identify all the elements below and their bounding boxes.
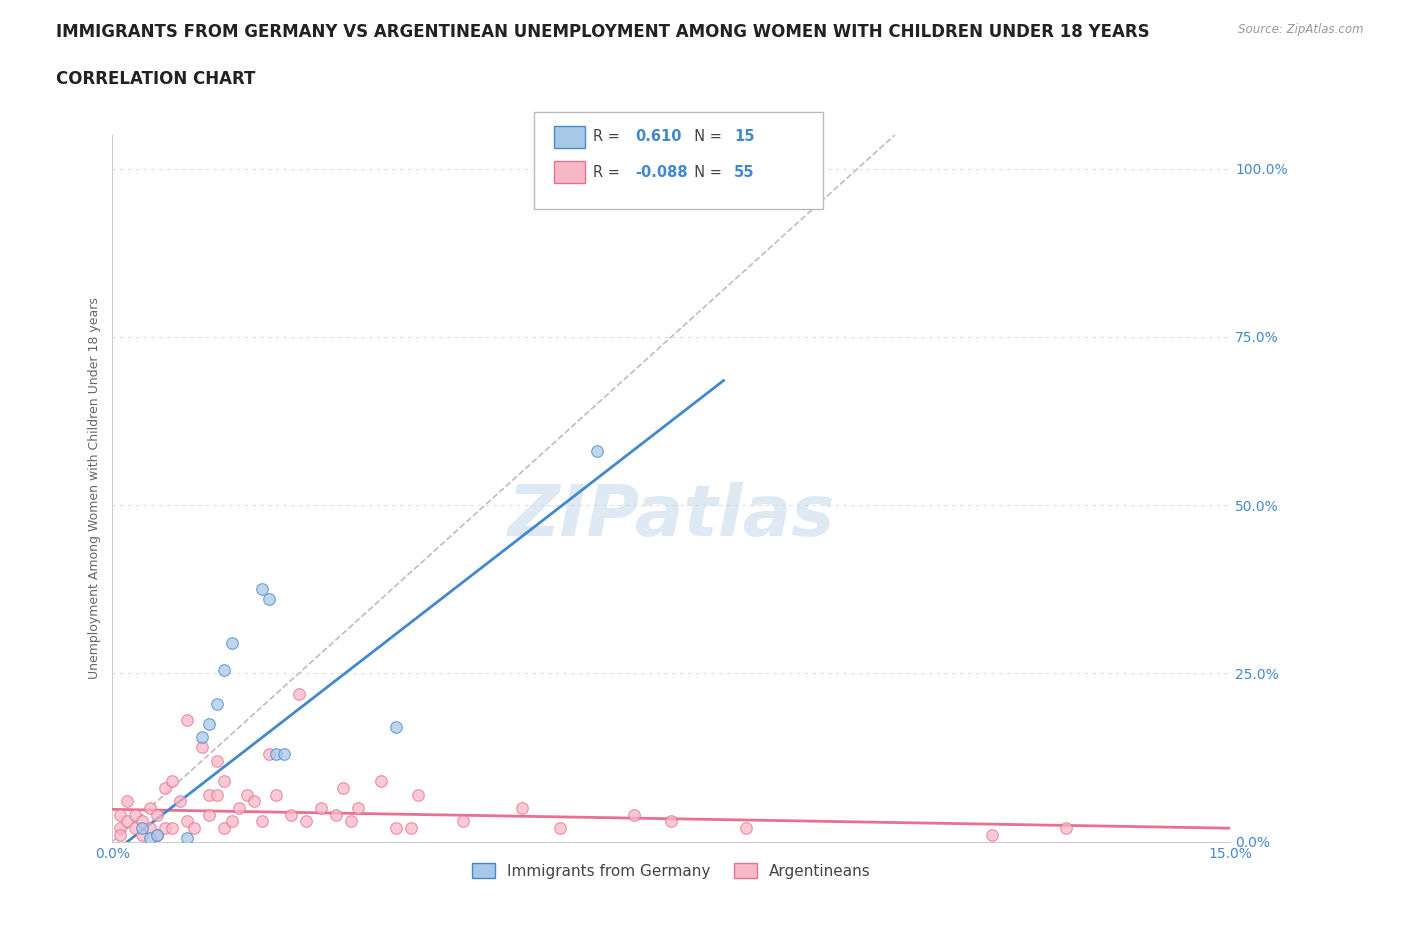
Point [288,686,311,701]
Point [280,807,302,822]
Point [153,780,176,795]
Text: R =: R = [593,129,624,144]
Point [205,753,228,768]
Text: 0.610: 0.610 [636,129,682,144]
Point [623,807,645,822]
Point [160,774,183,789]
Point [131,821,153,836]
Text: ZIPatlas: ZIPatlas [508,482,835,551]
Point [451,814,474,829]
Point [257,591,280,606]
Point [273,747,295,762]
Legend: Immigrants from Germany, Argentineans: Immigrants from Germany, Argentineans [467,857,876,885]
Text: 15: 15 [734,129,755,144]
Point [108,821,131,836]
Point [138,801,162,816]
Point [221,814,243,829]
Point [117,794,139,809]
Point [214,662,236,677]
Point [124,807,146,822]
Point [295,814,318,829]
Point [347,801,370,816]
Point [138,830,162,845]
Point [384,821,406,836]
Point [153,821,176,836]
Point [243,794,266,809]
Text: N =: N = [685,165,727,179]
Point [124,821,146,836]
Point [214,821,236,836]
Point [176,713,198,728]
Point [205,787,228,802]
Point [228,801,250,816]
Text: Source: ZipAtlas.com: Source: ZipAtlas.com [1239,23,1364,36]
Point [176,814,198,829]
Point [131,814,153,829]
Point [399,821,422,836]
Point [191,730,214,745]
Point [235,787,257,802]
Point [332,780,354,795]
Point [198,807,221,822]
Text: N =: N = [685,129,727,144]
Point [257,747,280,762]
Point [191,740,214,755]
Point [340,814,363,829]
Point [250,582,273,597]
Point [214,774,236,789]
Point [117,814,139,829]
Point [384,720,406,735]
Point [198,787,221,802]
Point [108,807,131,822]
Text: IMMIGRANTS FROM GERMANY VS ARGENTINEAN UNEMPLOYMENT AMONG WOMEN WITH CHILDREN UN: IMMIGRANTS FROM GERMANY VS ARGENTINEAN U… [56,23,1150,41]
Y-axis label: Unemployment Among Women with Children Under 18 years: Unemployment Among Women with Children U… [89,298,101,679]
Point [131,828,153,843]
Point [183,821,205,836]
Text: CORRELATION CHART: CORRELATION CHART [56,70,256,87]
Point [548,821,571,836]
Point [735,821,758,836]
Point [585,444,607,458]
Point [146,807,169,822]
Point [309,801,332,816]
Point [512,801,534,816]
Point [370,774,392,789]
Point [198,716,221,731]
Point [266,787,288,802]
Point [169,794,191,809]
Point [160,821,183,836]
Point [146,828,169,843]
Point [266,747,288,762]
Point [108,828,131,843]
Text: R =: R = [593,165,624,179]
Point [980,828,1002,843]
Point [406,787,429,802]
Point [176,830,198,845]
Point [661,814,683,829]
Point [1054,821,1077,836]
Point [325,807,347,822]
Point [205,697,228,711]
Point [146,828,169,843]
Text: -0.088: -0.088 [636,165,688,179]
Point [250,814,273,829]
Point [221,635,243,650]
Text: 55: 55 [734,165,755,179]
Point [138,821,162,836]
